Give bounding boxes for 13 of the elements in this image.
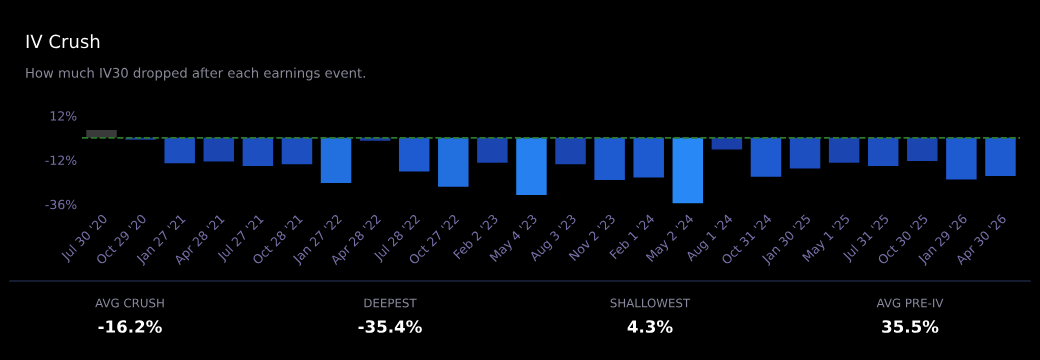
- y-tick-label: 12%: [50, 111, 77, 121]
- y-tick-label: -12%: [45, 155, 77, 165]
- chart-title: IV Crush: [26, 34, 100, 49]
- text: 4.3%: [627, 320, 673, 333]
- text: DEEPEST: [364, 298, 417, 308]
- text: AVG PRE-IV: [876, 298, 944, 308]
- chart-subtitle: How much IV30 dropped after each earnings event.: [26, 67, 365, 81]
- text: AVG CRUSH: [95, 298, 164, 308]
- text: SHALLOWEST: [610, 298, 691, 308]
- text: -16.2%: [98, 320, 162, 333]
- y-tick-label: -36%: [45, 199, 77, 210]
- text: -35.4%: [358, 320, 422, 333]
- text: 35.5%: [882, 320, 939, 333]
